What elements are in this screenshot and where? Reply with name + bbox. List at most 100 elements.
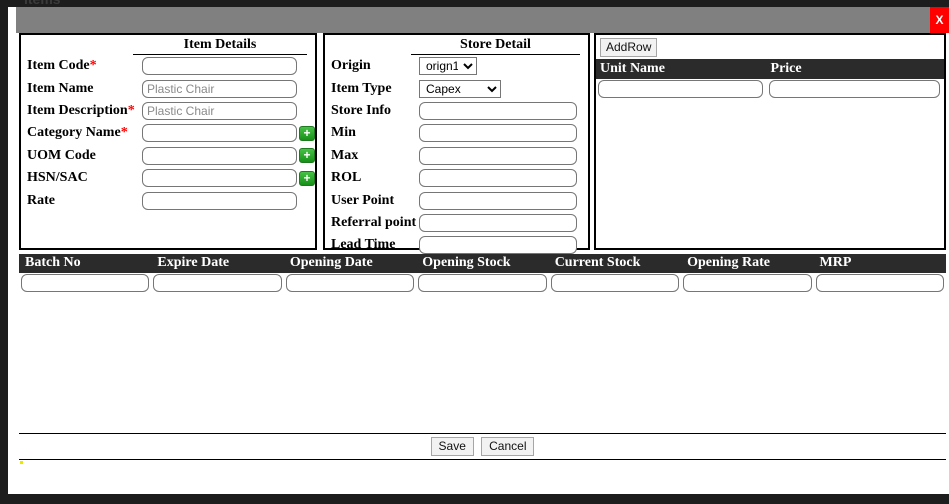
field-label: Referral point: [331, 214, 417, 230]
table-cell: [416, 273, 548, 293]
field-input[interactable]: [142, 101, 297, 120]
table-cell: [19, 273, 151, 293]
addrow-wrap: AddRow: [596, 35, 944, 59]
expire-date-input[interactable]: [153, 274, 282, 292]
field-label: ROL: [331, 170, 362, 186]
window-title-bar: Items: [8, 0, 949, 7]
field-input[interactable]: [419, 124, 577, 143]
field-input[interactable]: [419, 236, 577, 255]
field-label: Rate: [27, 192, 55, 208]
field-label: Max: [331, 147, 359, 163]
field-row-item-description: Item Description*: [21, 100, 315, 122]
add-plus-icon[interactable]: +: [299, 125, 315, 141]
price-input[interactable]: [768, 80, 941, 98]
footer-divider-top: [19, 433, 946, 434]
mrp-input[interactable]: [815, 274, 944, 292]
field-input[interactable]: [419, 146, 577, 165]
item-details-fields: Item Code* Item Name Item Description* Cate…: [21, 55, 315, 212]
field-label: Item Code*: [27, 58, 97, 74]
add-plus-icon[interactable]: +: [299, 148, 315, 164]
column-header: Current Stock: [548, 254, 682, 273]
required-marker: *: [120, 125, 128, 141]
batch-no-input[interactable]: [21, 274, 150, 292]
field-row-referral-point: Referral point: [325, 212, 588, 234]
column-header: Expire Date: [151, 254, 284, 273]
table-cell: [284, 273, 416, 293]
field-label: HSN/SAC: [27, 170, 88, 186]
field-row-category-name: Category Name* +: [21, 122, 315, 144]
store-detail-panel: Store Detail Origin orign1 Item Type Cap…: [323, 33, 590, 255]
field-row-item-name: Item Name: [21, 77, 315, 99]
add-row-button[interactable]: AddRow: [600, 38, 658, 57]
field-input[interactable]: [419, 101, 577, 120]
window-toolbar: X: [16, 7, 949, 33]
field-row-item-type: Item Type Capex: [325, 77, 588, 99]
origin-select[interactable]: orign1: [419, 57, 477, 76]
item-type-select[interactable]: Capex: [419, 79, 501, 98]
field-row-origin: Origin orign1: [325, 55, 588, 77]
column-header: Opening Date: [283, 254, 417, 273]
table-row: [19, 273, 946, 293]
field-label: User Point: [331, 192, 395, 208]
status-dot: [20, 461, 23, 464]
batch-body: [19, 273, 946, 293]
close-icon[interactable]: X: [930, 7, 949, 33]
origin-label: Origin: [331, 58, 371, 74]
required-marker: *: [89, 58, 97, 74]
table-cell: [549, 273, 681, 293]
cancel-button[interactable]: Cancel: [481, 437, 535, 456]
opening-stock-input[interactable]: [418, 274, 547, 292]
table-row: [596, 79, 944, 99]
table-cell: [596, 79, 767, 99]
unit-name-input[interactable]: [598, 80, 763, 98]
table-cell: [814, 273, 946, 293]
field-input[interactable]: [419, 213, 577, 232]
column-header: Batch No: [19, 254, 152, 273]
current-stock-input[interactable]: [550, 274, 680, 292]
field-row-lead-time: Lead Time: [325, 234, 588, 256]
field-label: Item Name: [27, 80, 94, 96]
column-header: Opening Rate: [681, 254, 814, 273]
field-row-max: Max: [325, 145, 588, 167]
field-row-rate: Rate: [21, 189, 315, 211]
opening-rate-input[interactable]: [683, 274, 812, 292]
unit-price-body: [596, 79, 944, 99]
column-header: Price: [766, 59, 944, 79]
unit-price-header-row: Unit Name Price: [596, 59, 944, 79]
field-label: Store Info: [331, 102, 392, 118]
field-input[interactable]: [142, 79, 297, 98]
opening-date-input[interactable]: [285, 274, 415, 292]
column-header: MRP: [813, 254, 946, 273]
store-detail-title: Store Detail: [411, 35, 580, 55]
field-input[interactable]: [142, 146, 297, 165]
field-row-hsn-sac: HSN/SAC +: [21, 167, 315, 189]
field-row-min: Min: [325, 122, 588, 144]
item-details-panel: Item Details Item Code* Item Name Item Des…: [19, 33, 317, 250]
footer-divider-bottom: [19, 459, 946, 460]
unit-price-panel: AddRow Unit Name Price: [594, 33, 946, 250]
field-row-user-point: User Point: [325, 189, 588, 211]
batch-table-wrap: Batch No Expire Date Opening Date Opening S…: [19, 254, 946, 293]
field-input[interactable]: [142, 57, 297, 76]
field-row-uom-code: UOM Code +: [21, 145, 315, 167]
batch-table: Batch No Expire Date Opening Date Opening S…: [19, 254, 946, 293]
table-cell: [151, 273, 283, 293]
add-plus-icon[interactable]: +: [299, 170, 315, 186]
field-row-item-code: Item Code*: [21, 55, 315, 77]
required-marker: *: [127, 102, 135, 118]
field-input[interactable]: [142, 124, 297, 143]
window-title: Items: [24, 0, 61, 6]
item-details-title: Item Details: [133, 35, 307, 55]
field-input[interactable]: [142, 169, 297, 188]
field-label: Category Name*: [27, 125, 128, 141]
field-label: Min: [331, 125, 356, 141]
field-label: UOM Code: [27, 147, 96, 163]
save-button[interactable]: Save: [430, 437, 474, 456]
field-label: Lead Time: [331, 237, 396, 253]
field-input[interactable]: [419, 191, 577, 210]
field-input[interactable]: [419, 169, 577, 188]
field-input[interactable]: [142, 191, 297, 210]
table-cell: [767, 79, 944, 99]
field-label: Item Description*: [27, 102, 135, 118]
store-detail-fields: Store Info Min Max ROL User Point Referral po…: [325, 100, 588, 257]
